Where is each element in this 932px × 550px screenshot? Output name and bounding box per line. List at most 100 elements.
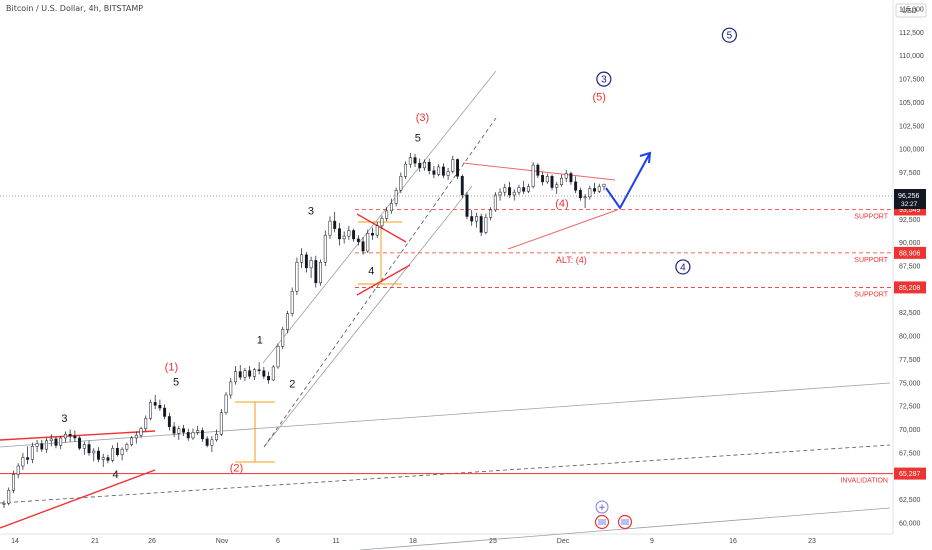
- candle-body: [224, 394, 228, 413]
- candle-body: [149, 402, 152, 419]
- last-price-timer: 32:27: [901, 201, 918, 208]
- candle-body: [248, 370, 252, 377]
- candle-body: [389, 203, 393, 212]
- candle-body: [602, 183, 606, 187]
- candle-body: [210, 439, 214, 446]
- y-tick-label: 72,500: [899, 404, 921, 411]
- candle-body: [2, 503, 6, 505]
- currency-label: USD: [902, 8, 917, 15]
- candle-body: [276, 346, 280, 368]
- wave-label: (5): [592, 92, 605, 104]
- candle-body: [21, 457, 25, 467]
- candle-body: [578, 190, 582, 199]
- candle-body: [427, 162, 431, 171]
- y-tick-label: 97,500: [899, 170, 921, 177]
- candle-body: [399, 176, 403, 191]
- candle-body: [186, 432, 190, 439]
- candle-body: [512, 191, 516, 196]
- candle-body: [593, 188, 597, 192]
- candle-body: [262, 370, 266, 377]
- candle-body: [437, 166, 441, 175]
- level-price-tag: [894, 467, 926, 480]
- candle-body: [314, 260, 318, 284]
- candle-body: [229, 381, 233, 396]
- level-price-tag: [894, 246, 926, 259]
- candle-body: [45, 440, 48, 450]
- candle-body: [243, 370, 247, 378]
- candle-body: [522, 187, 526, 192]
- x-tick-label: 11: [332, 538, 339, 545]
- candle-body: [68, 433, 72, 437]
- candle-body: [342, 235, 346, 240]
- projection-path: [605, 152, 651, 210]
- candle-body: [394, 190, 398, 204]
- candle-body: [63, 433, 67, 439]
- candle-body: [49, 438, 53, 442]
- x-tick-label: 23: [808, 538, 816, 545]
- candle-body: [413, 157, 417, 164]
- candle-body: [508, 187, 511, 196]
- y-tick-label: 112,500: [899, 30, 924, 37]
- chart-header-symbol: Bitcoin / U.S. Dollar, 4h, BITSTAMP: [6, 4, 144, 13]
- candle-body: [92, 450, 96, 454]
- channel-upper-line: [262, 70, 497, 364]
- candle-body: [451, 159, 455, 172]
- candle-body: [40, 443, 44, 450]
- candle-body: [526, 186, 530, 192]
- candle-body: [87, 444, 91, 454]
- x-tick-label: 25: [489, 538, 497, 545]
- candle-body: [97, 450, 100, 460]
- candle-body: [380, 218, 384, 227]
- level-note: SUPPORT: [854, 213, 888, 220]
- y-tick-label: 100,000: [899, 147, 924, 154]
- candle-body: [200, 430, 204, 440]
- candle-body: [153, 402, 157, 406]
- y-tick-label: 77,500: [899, 357, 921, 364]
- candle-body: [130, 437, 134, 445]
- candle-body: [144, 418, 148, 429]
- candle-body: [234, 371, 237, 383]
- candle-body: [333, 220, 337, 229]
- candle-body: [441, 166, 445, 176]
- candle-body: [120, 448, 124, 456]
- level-price-label: 88,906: [899, 250, 921, 257]
- candle-body: [352, 230, 356, 240]
- candle-body: [531, 164, 535, 187]
- candle-body: [106, 457, 110, 461]
- candle-body: [375, 225, 379, 236]
- candle-body: [536, 164, 540, 176]
- y-tick-label: 67,500: [899, 450, 921, 457]
- y-tick-label: 75,000: [899, 380, 921, 387]
- candle-body: [583, 196, 587, 199]
- candle-body: [423, 162, 426, 169]
- candle-body: [300, 254, 304, 263]
- plus-event-icon[interactable]: [595, 500, 609, 514]
- candle-body: [257, 369, 261, 371]
- x-tick-label: 18: [409, 538, 417, 545]
- candle-body: [101, 457, 105, 460]
- candle-body: [281, 329, 285, 347]
- wave-label: 5: [727, 31, 733, 42]
- candle-body: [385, 210, 389, 219]
- last-price-tag: [894, 189, 926, 209]
- candle-body: [366, 233, 370, 252]
- candle-body: [252, 369, 256, 377]
- level-note: INVALIDATION: [840, 478, 888, 485]
- candle-body: [309, 260, 313, 269]
- level-price-label: 85,208: [899, 285, 921, 292]
- wave-label: (4): [555, 198, 568, 210]
- wave-label: ALT: (4): [556, 255, 587, 265]
- candle-body: [597, 186, 601, 192]
- last-price-value: 96,256: [898, 193, 920, 200]
- candle-body: [215, 433, 219, 441]
- candle-body: [11, 474, 15, 491]
- wave-label: 3: [601, 75, 607, 86]
- candle-body: [470, 216, 474, 222]
- wave-label: 4: [113, 469, 119, 481]
- y-tick-label: 107,500: [899, 77, 924, 84]
- candle-body: [163, 407, 167, 417]
- x-tick-label: 21: [91, 538, 99, 545]
- candle-body: [550, 176, 554, 188]
- candle-body: [517, 187, 521, 193]
